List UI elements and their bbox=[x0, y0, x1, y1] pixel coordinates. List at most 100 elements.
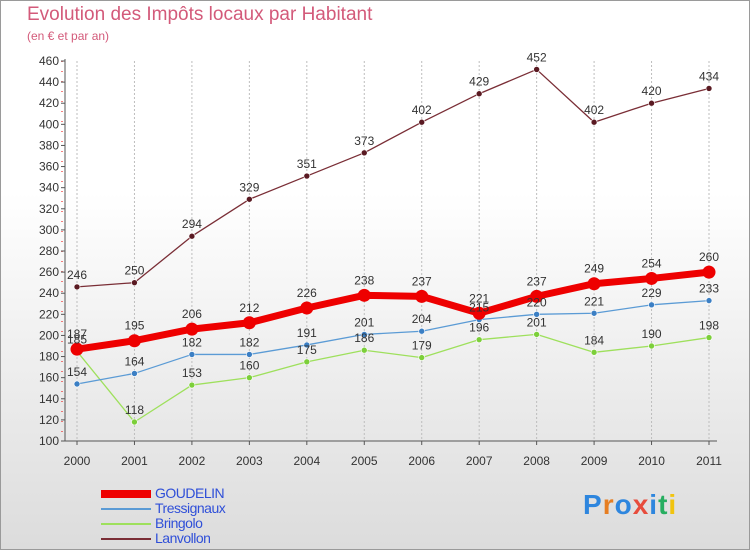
point-tressignaux-2000 bbox=[73, 380, 81, 388]
y-tick-label-320: 320 bbox=[39, 202, 59, 216]
point-tressignaux-2010 bbox=[648, 301, 655, 309]
point-goudelin-2003 bbox=[242, 316, 256, 330]
data-label-bringolo-2000: 185 bbox=[67, 332, 87, 346]
data-label-tressignaux-2011: 233 bbox=[699, 282, 719, 296]
series-line-lanvollon bbox=[76, 68, 710, 288]
point-lanvollon-2010 bbox=[648, 99, 655, 107]
series-line-tressignaux bbox=[76, 299, 710, 385]
y-tick-label-400: 400 bbox=[39, 117, 59, 131]
point-tressignaux-2009 bbox=[590, 309, 598, 317]
data-label-goudelin-2003: 212 bbox=[239, 301, 259, 315]
legend-item-goudelin: GOUDELIN bbox=[101, 485, 361, 501]
data-label-goudelin-2006: 237 bbox=[412, 274, 432, 288]
point-lanvollon-2007 bbox=[475, 90, 483, 98]
point-tressignaux-2008 bbox=[533, 311, 540, 318]
data-label-tressignaux-2009: 221 bbox=[584, 294, 604, 308]
y-tick-label-440: 440 bbox=[39, 75, 59, 89]
data-label-tressignaux-2007: 215 bbox=[469, 301, 489, 315]
point-bringolo-2003 bbox=[246, 374, 253, 381]
data-label-bringolo-2008: 201 bbox=[527, 315, 547, 329]
point-bringolo-2002 bbox=[188, 381, 196, 389]
point-goudelin-2011 bbox=[702, 265, 716, 279]
y-tick-label-160: 160 bbox=[39, 371, 59, 385]
data-label-lanvollon-2010: 420 bbox=[642, 84, 662, 98]
legend-label-bringolo: Bringolo bbox=[155, 515, 203, 531]
data-label-tressignaux-2006: 204 bbox=[412, 312, 432, 326]
point-lanvollon-2009 bbox=[590, 118, 598, 126]
data-label-goudelin-2008: 237 bbox=[527, 274, 547, 288]
legend-label-tressignaux: Tressignaux bbox=[155, 500, 226, 516]
x-tick-label-2004: 2004 bbox=[293, 454, 320, 468]
data-label-lanvollon-2011: 434 bbox=[699, 69, 719, 83]
point-lanvollon-2008 bbox=[533, 66, 540, 73]
point-lanvollon-2001 bbox=[131, 279, 138, 286]
point-goudelin-2004 bbox=[300, 301, 314, 315]
y-tick-label-360: 360 bbox=[39, 160, 59, 174]
chart-subtitle: (en € et par an) bbox=[27, 29, 110, 43]
logo-letter: t bbox=[658, 489, 669, 520]
point-bringolo-2007 bbox=[475, 336, 483, 343]
legend-swatch-lanvollon bbox=[101, 538, 151, 540]
y-tick-label-340: 340 bbox=[39, 181, 59, 195]
point-goudelin-2009 bbox=[587, 277, 601, 291]
logo-letter: o bbox=[614, 489, 633, 520]
point-tressignaux-2004 bbox=[303, 341, 311, 349]
data-label-goudelin-2005: 238 bbox=[354, 273, 374, 287]
data-label-lanvollon-2003: 329 bbox=[239, 180, 259, 194]
x-tick-label-2007: 2007 bbox=[466, 454, 493, 468]
y-tick-label-100: 100 bbox=[39, 434, 59, 448]
data-label-lanvollon-2006: 402 bbox=[412, 103, 432, 117]
data-label-goudelin-2002: 206 bbox=[182, 307, 202, 321]
y-tick-label-140: 140 bbox=[39, 392, 59, 406]
point-tressignaux-2002 bbox=[188, 351, 196, 358]
y-tick-label-200: 200 bbox=[39, 328, 59, 342]
point-lanvollon-2011 bbox=[705, 85, 713, 92]
x-tick-label-2006: 2006 bbox=[408, 454, 435, 468]
legend-item-tressignaux: Tressignaux bbox=[101, 500, 361, 516]
data-label-goudelin-2004: 226 bbox=[297, 286, 317, 300]
point-bringolo-2001 bbox=[131, 418, 138, 426]
y-tick-label-300: 300 bbox=[39, 223, 59, 237]
legend-label-lanvollon: Lanvollon bbox=[155, 530, 211, 546]
data-label-tressignaux-2004: 191 bbox=[297, 326, 317, 340]
logo-letter: x bbox=[632, 489, 650, 520]
x-tick-label-2003: 2003 bbox=[236, 454, 263, 468]
series-layer bbox=[70, 66, 716, 426]
y-tick-label-220: 220 bbox=[39, 307, 59, 321]
logo-letter: r bbox=[602, 489, 615, 520]
proxiti-logo: Proxiti bbox=[583, 489, 677, 521]
data-label-lanvollon-2001: 250 bbox=[124, 264, 144, 278]
data-label-bringolo-2010: 190 bbox=[642, 327, 662, 341]
data-label-lanvollon-2008: 452 bbox=[527, 50, 547, 64]
x-tick-label-2001: 2001 bbox=[121, 454, 148, 468]
point-lanvollon-2002 bbox=[188, 232, 196, 240]
point-lanvollon-2006 bbox=[418, 118, 426, 126]
x-tick-label-2010: 2010 bbox=[638, 454, 665, 468]
legend-item-bringolo: Bringolo bbox=[101, 515, 361, 531]
point-bringolo-2008 bbox=[533, 331, 540, 338]
y-tick-label-420: 420 bbox=[39, 96, 59, 110]
logo-letter: i bbox=[668, 489, 678, 520]
point-goudelin-2001 bbox=[127, 334, 141, 348]
x-tick-label-2009: 2009 bbox=[581, 454, 608, 468]
logo-letter: i bbox=[649, 489, 659, 520]
axes-layer: 100 120 140 160 180 200 220 240 260 280 300 320 340 3… bbox=[39, 54, 722, 468]
legend: GOUDELIN Tressignaux Bringolo Lanvollon bbox=[101, 485, 361, 546]
point-bringolo-2010 bbox=[648, 342, 655, 350]
data-label-lanvollon-2000: 246 bbox=[67, 268, 87, 282]
data-labels-layer: 246 2502943293513734024294524024204341851… bbox=[67, 50, 719, 417]
legend-swatch-bringolo bbox=[101, 523, 151, 525]
data-label-bringolo-2005: 186 bbox=[354, 331, 374, 345]
y-tick-label-380: 380 bbox=[39, 138, 59, 152]
legend-swatch-goudelin bbox=[101, 490, 151, 498]
legend-swatch-tressignaux bbox=[101, 508, 151, 510]
point-bringolo-2006 bbox=[418, 354, 426, 361]
point-tressignaux-2005 bbox=[360, 331, 368, 338]
data-label-bringolo-2002: 153 bbox=[182, 366, 202, 380]
point-goudelin-2005 bbox=[357, 288, 371, 302]
series-line-goudelin bbox=[73, 268, 713, 353]
y-tick-label-260: 260 bbox=[39, 265, 59, 279]
x-tick-label-2005: 2005 bbox=[351, 454, 378, 468]
